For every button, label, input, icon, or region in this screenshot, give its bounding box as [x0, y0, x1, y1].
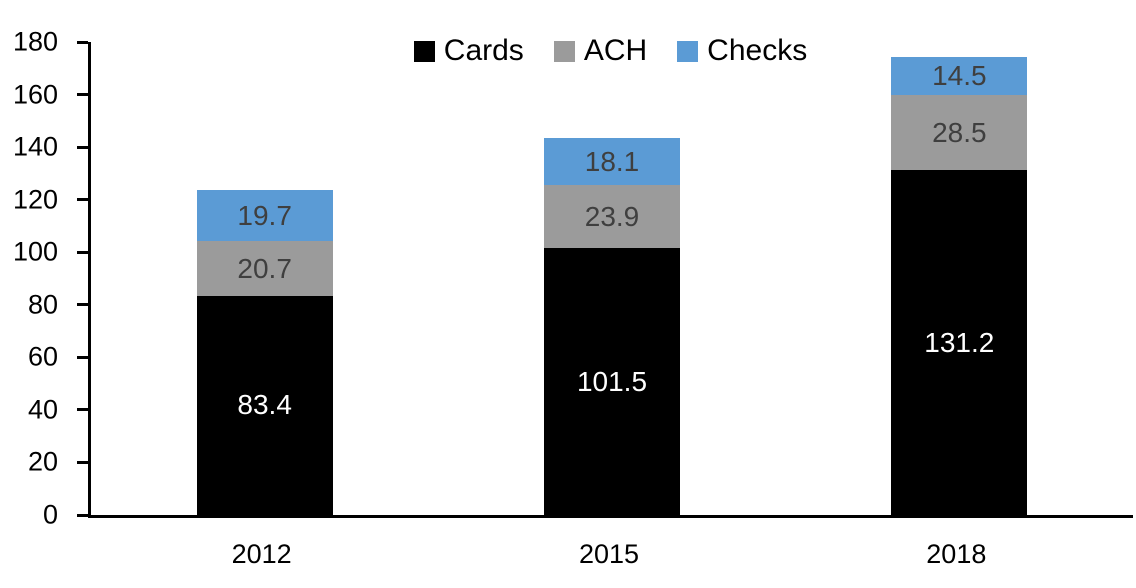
legend-label: ACH — [583, 34, 648, 67]
y-axis-tick — [77, 355, 88, 359]
y-axis-tick — [77, 513, 88, 517]
legend-item-cards: Cards — [413, 34, 524, 67]
y-axis-tick — [77, 93, 88, 97]
bar-value-label: 101.5 — [576, 365, 648, 397]
y-tick-label: 60 — [27, 341, 58, 372]
bar-segment-checks: 18.1 — [544, 137, 680, 186]
plot-area: 83.4 20.7 19.7 101.5 23.9 18.1 131.2 28.5 14.5 — [77, 40, 1133, 518]
y-axis-tick — [77, 145, 88, 149]
bar-segment-checks: 14.5 — [891, 57, 1028, 96]
bar-segment-ach: 23.9 — [544, 185, 680, 249]
legend-label: Cards — [443, 34, 524, 67]
x-tick-label: 2015 — [578, 539, 640, 569]
bar-value-label: 28.5 — [932, 116, 987, 148]
y-tick-label: 20 — [27, 446, 58, 477]
y-axis-tick — [77, 250, 88, 254]
x-tick-label: 2012 — [231, 539, 292, 569]
bar-segment-ach: 28.5 — [891, 95, 1028, 171]
y-tick-label: 80 — [27, 289, 58, 320]
legend-label: Checks — [707, 34, 808, 67]
legend-item-checks: Checks — [677, 36, 807, 66]
y-tick-label: 0 — [42, 499, 58, 530]
y-tick-label: 40 — [27, 394, 58, 425]
y-tick-label: 120 — [12, 184, 58, 215]
y-axis-tick — [77, 40, 88, 44]
legend-swatch-icon — [553, 40, 575, 62]
y-tick-label: 100 — [12, 236, 58, 267]
y-axis-tick — [77, 408, 88, 412]
y-tick-label: 180 — [12, 26, 58, 57]
legend-swatch-icon — [413, 40, 435, 62]
legend-item-ach: ACH — [553, 34, 648, 67]
bar-value-label: 20.7 — [237, 252, 292, 284]
bar-segment-checks: 19.7 — [196, 189, 333, 242]
bar-value-label: 131.2 — [924, 326, 995, 358]
bar-value-label: 14.5 — [932, 60, 987, 92]
y-tick-label: 140 — [12, 131, 58, 162]
legend: Cards ACH Checks — [88, 34, 1133, 68]
bar-segment-cards: 131.2 — [891, 170, 1028, 515]
y-axis-tick — [77, 460, 88, 464]
bar-value-label: 19.7 — [237, 199, 292, 231]
bar-segment-cards: 101.5 — [544, 248, 680, 515]
bar-segment-cards: 83.4 — [196, 295, 333, 515]
x-tick-label: 2018 — [926, 539, 987, 569]
y-tick-label: 160 — [12, 79, 58, 110]
legend-swatch-icon — [677, 40, 699, 62]
y-axis-tick — [77, 303, 88, 307]
y-axis-tick — [77, 198, 88, 202]
bar-value-label: 18.1 — [584, 145, 640, 177]
bar-segment-ach: 20.7 — [196, 241, 333, 296]
bar-value-label: 23.9 — [584, 200, 640, 232]
bar-value-label: 83.4 — [237, 389, 292, 421]
